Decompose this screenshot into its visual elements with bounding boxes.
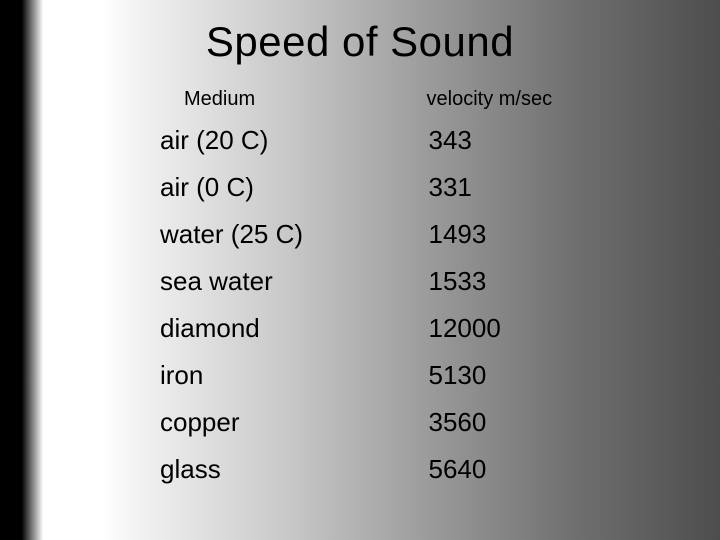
cell-medium: iron (160, 360, 419, 391)
table-row: diamond 12000 (160, 313, 630, 344)
cell-velocity: 12000 (419, 313, 631, 344)
cell-velocity: 1493 (419, 219, 631, 250)
cell-velocity: 331 (419, 172, 631, 203)
table-row: air (0 C) 331 (160, 172, 630, 203)
cell-medium: water (25 C) (160, 219, 419, 250)
cell-medium: sea water (160, 266, 419, 297)
cell-medium: air (0 C) (160, 172, 419, 203)
table-row: copper 3560 (160, 407, 630, 438)
cell-medium: diamond (160, 313, 419, 344)
cell-velocity: 1533 (419, 266, 631, 297)
speed-table: Medium velocity m/sec air (20 C) 343 air… (160, 88, 630, 501)
cell-velocity: 3560 (419, 407, 631, 438)
cell-velocity: 5640 (419, 454, 631, 485)
table-header-row: Medium velocity m/sec (160, 88, 630, 111)
cell-medium: air (20 C) (160, 125, 419, 156)
cell-medium: copper (160, 407, 419, 438)
page-title: Speed of Sound (0, 18, 720, 66)
table-row: iron 5130 (160, 360, 630, 391)
table-row: sea water 1533 (160, 266, 630, 297)
cell-medium: glass (160, 454, 419, 485)
cell-velocity: 343 (419, 125, 631, 156)
table-row: glass 5640 (160, 454, 630, 485)
table-row: water (25 C) 1493 (160, 219, 630, 250)
col-header-velocity: velocity m/sec (419, 88, 631, 111)
table-row: air (20 C) 343 (160, 125, 630, 156)
slide: Speed of Sound Medium velocity m/sec air… (0, 0, 720, 540)
col-header-medium: Medium (160, 88, 419, 111)
cell-velocity: 5130 (419, 360, 631, 391)
